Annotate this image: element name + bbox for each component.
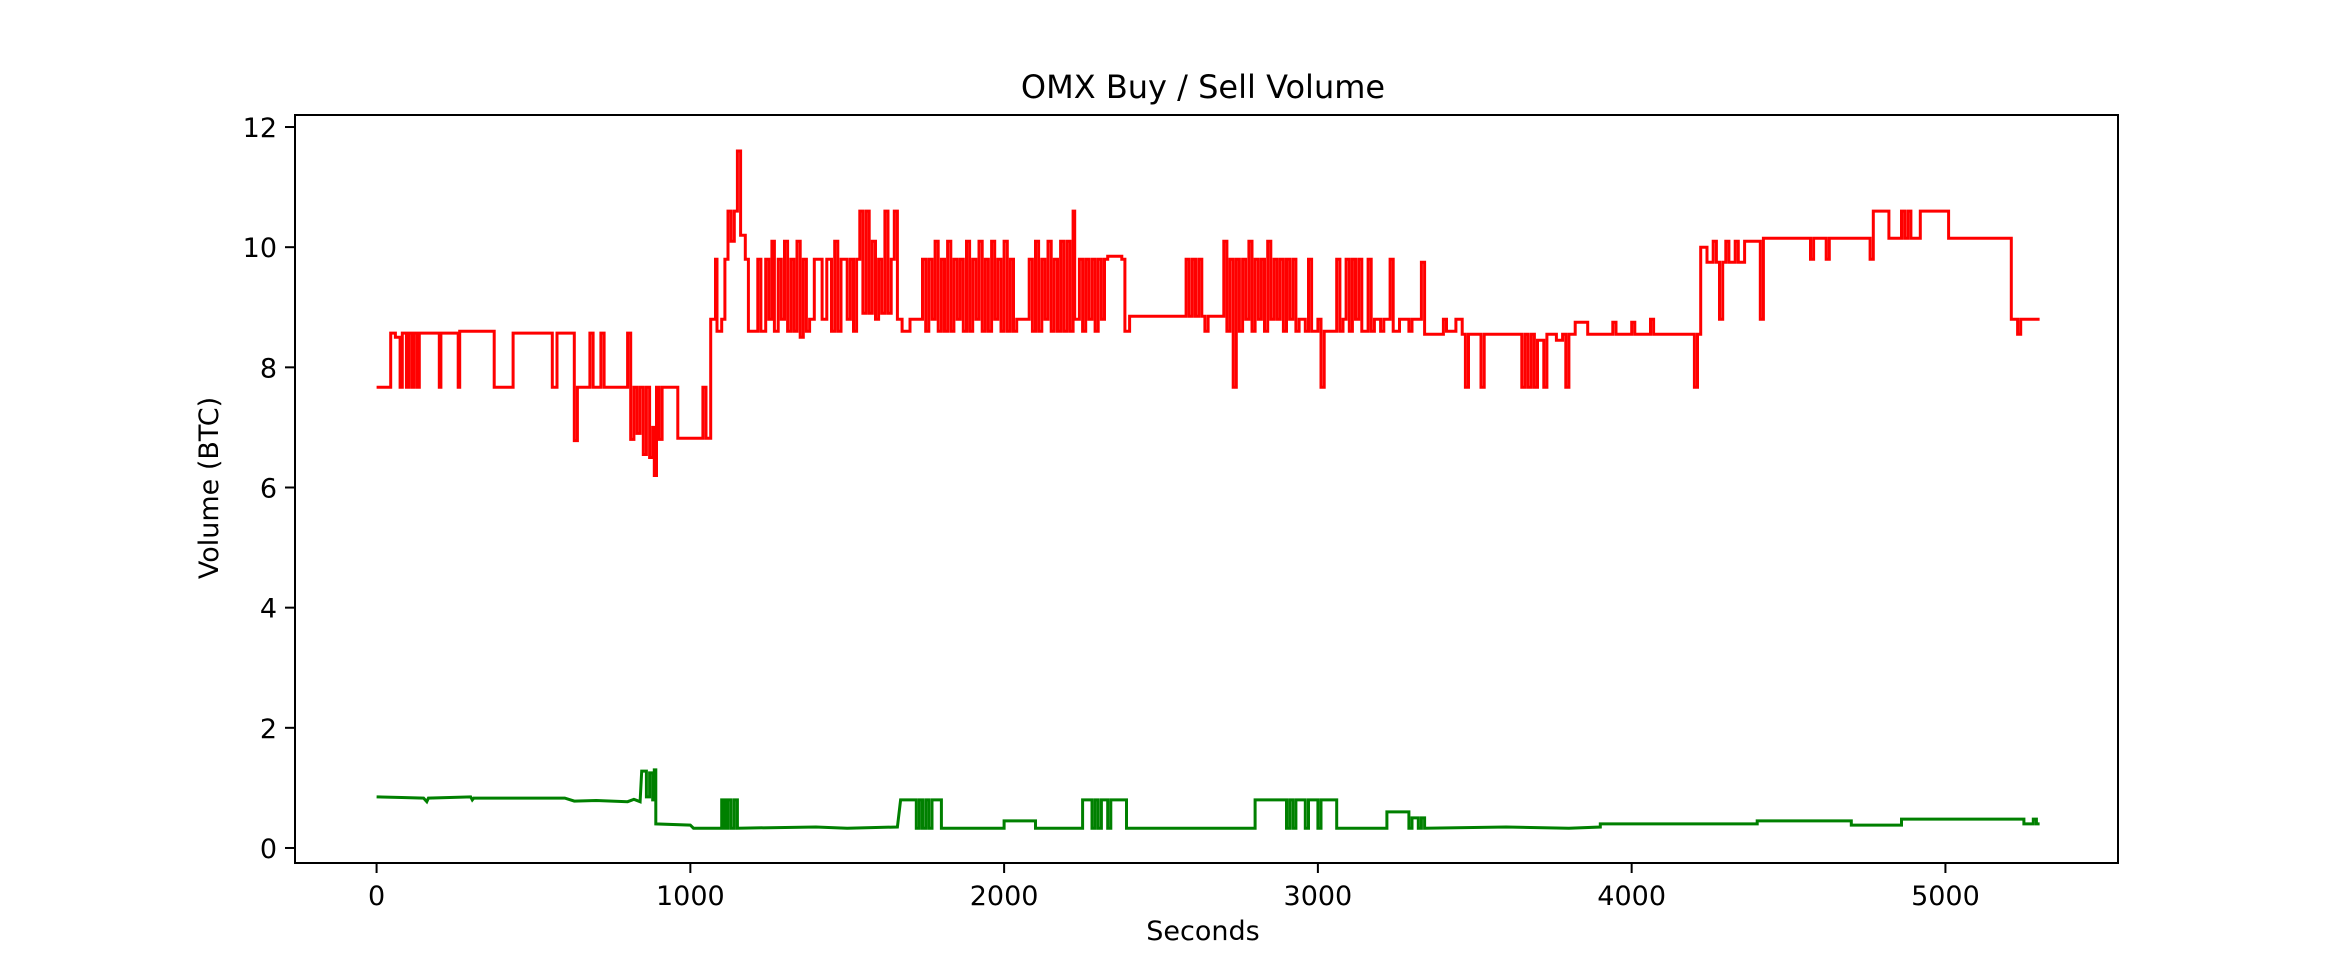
x-axis-title: Seconds <box>1146 916 1259 947</box>
y-tick-label: 2 <box>260 714 277 745</box>
y-tick-label: 12 <box>243 113 277 144</box>
y-tick-label: 4 <box>260 594 277 625</box>
x-tick-label: 0 <box>368 881 385 912</box>
series-layer <box>376 149 2040 830</box>
series-line-1 <box>376 149 2040 477</box>
x-tick-label: 3000 <box>1284 881 1353 912</box>
x-tick-label: 5000 <box>1911 881 1980 912</box>
y-tick-label: 10 <box>243 233 277 264</box>
y-tick-label: 0 <box>260 834 277 865</box>
plot-area-frame <box>294 114 2119 864</box>
y-axis-title: Volume (BTC) <box>194 397 225 579</box>
y-tick-label: 6 <box>260 473 277 504</box>
x-tick-label: 4000 <box>1597 881 1666 912</box>
x-tick-label: 2000 <box>970 881 1039 912</box>
y-tick-label: 8 <box>260 353 277 384</box>
x-tick-label: 1000 <box>656 881 725 912</box>
series-line-2 <box>376 768 2040 830</box>
chart-title: OMX Buy / Sell Volume <box>1021 68 1385 106</box>
ticks-layer: 0 1000 2000 3000 4000 5000 0 2 4 6 8 10 12 <box>243 113 1980 912</box>
